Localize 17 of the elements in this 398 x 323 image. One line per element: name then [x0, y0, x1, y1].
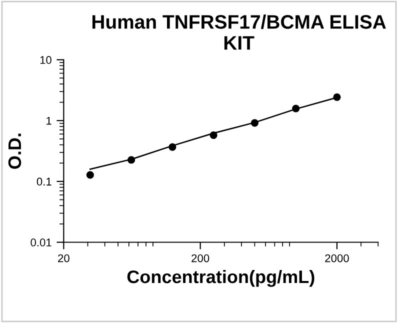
point [86, 171, 94, 179]
point [333, 93, 341, 101]
point [292, 104, 300, 112]
x-tick-label: 20 [58, 254, 70, 262]
y-tick-label: 10 [40, 56, 52, 64]
y-tick-label: 0.1 [36, 178, 52, 186]
x-axis-title: Concentration(pg/mL) [127, 270, 314, 287]
y-tick-label: 1 [46, 116, 52, 125]
point [168, 143, 176, 151]
y-tick-label: 0.01 [30, 238, 52, 246]
point [127, 156, 136, 164]
chart-title: Human TNFRSF17/BCMA ELISA KIT [92, 14, 386, 50]
point [210, 131, 218, 139]
point [250, 119, 258, 127]
y-axis-title: O.D. [8, 134, 22, 169]
x-tick-label: 2000 [325, 254, 349, 262]
x-tick-label: 200 [192, 254, 210, 262]
